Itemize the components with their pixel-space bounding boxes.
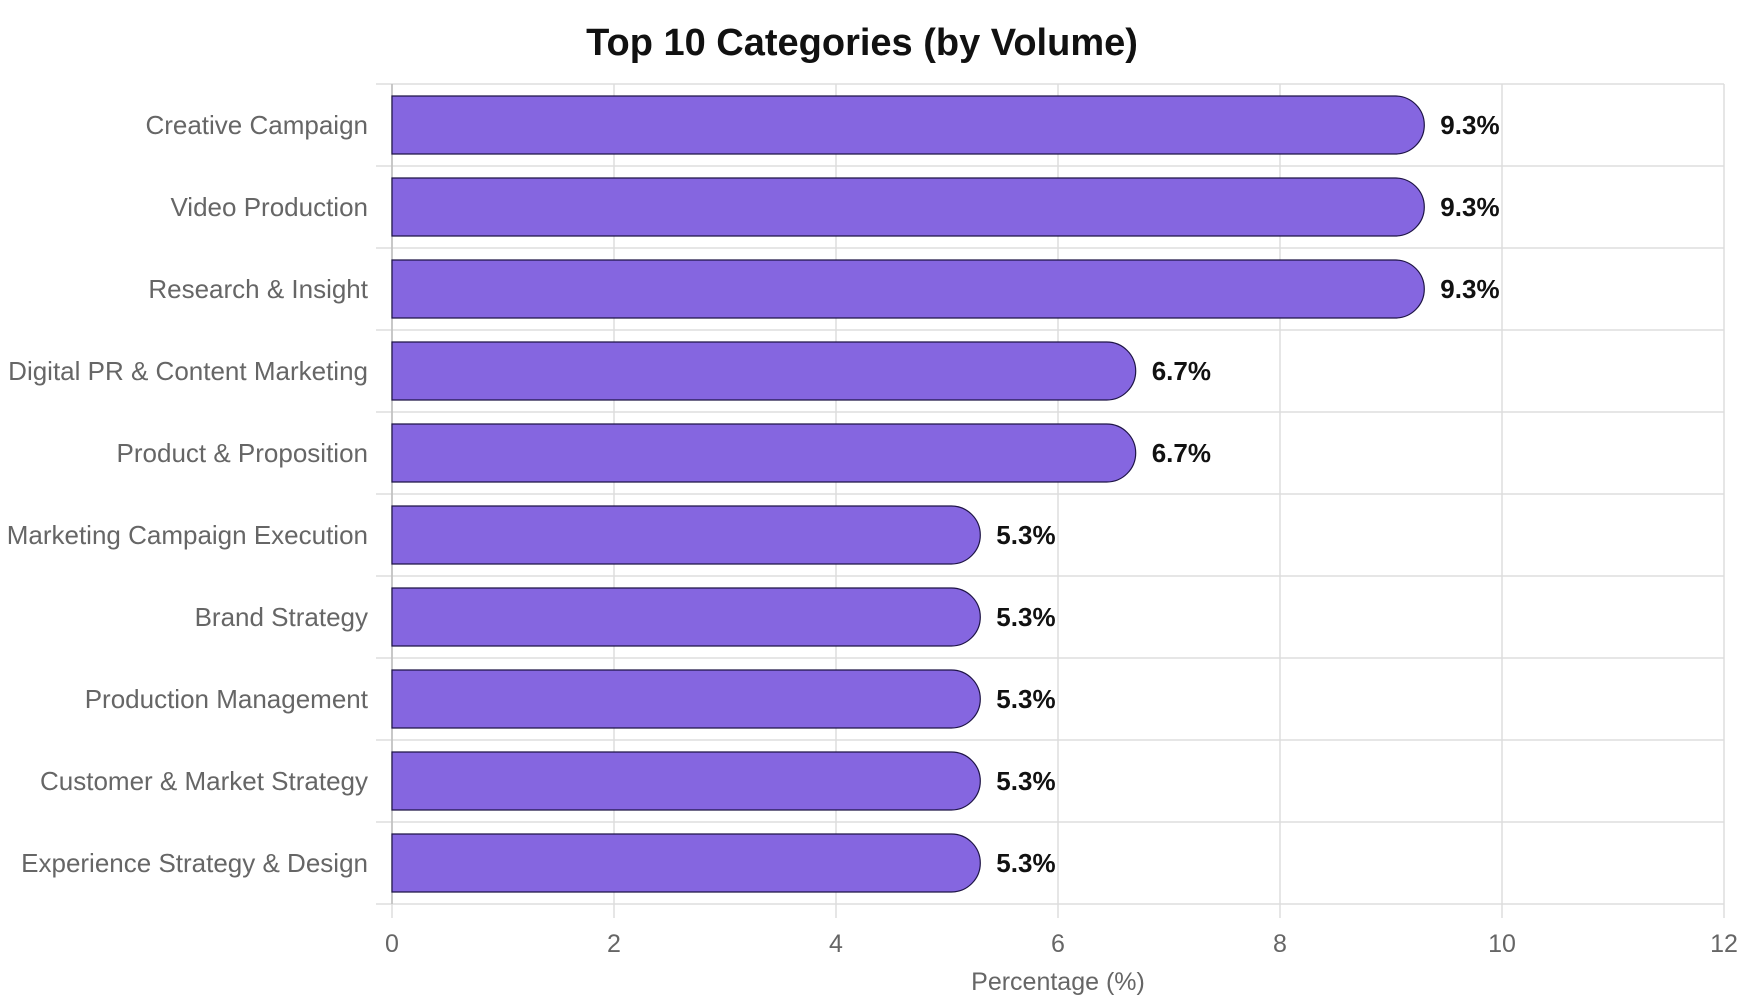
bar — [391, 751, 981, 811]
category-label: Video Production — [170, 192, 368, 222]
data-label: 5.3% — [996, 520, 1055, 550]
x-tick-label: 0 — [385, 930, 399, 958]
data-label: 6.7% — [1152, 356, 1211, 386]
bar — [391, 259, 1425, 319]
category-label: Production Management — [85, 684, 369, 714]
bar — [391, 177, 1425, 237]
x-ticks: 0 2 4 6 8 10 12 — [385, 930, 1738, 958]
category-label: Marketing Campaign Execution — [7, 520, 368, 550]
category-label: Customer & Market Strategy — [40, 766, 368, 796]
category-label: Creative Campaign — [145, 110, 368, 140]
x-tick-label: 12 — [1710, 930, 1738, 958]
bar — [391, 423, 1137, 483]
data-label: 9.3% — [1440, 110, 1499, 140]
x-axis-label: Percentage (%) — [971, 968, 1145, 996]
x-tick-label: 4 — [829, 930, 843, 958]
bar — [391, 833, 981, 893]
data-label: 6.7% — [1152, 438, 1211, 468]
x-tick-label: 8 — [1273, 930, 1287, 958]
category-label: Product & Proposition — [117, 438, 368, 468]
chart-title: Top 10 Categories (by Volume) — [586, 22, 1138, 64]
data-label: 5.3% — [996, 684, 1055, 714]
category-label: Experience Strategy & Design — [21, 848, 368, 878]
bar — [391, 587, 981, 647]
bar — [391, 505, 981, 565]
x-tick-label: 2 — [607, 930, 621, 958]
category-label: Research & Insight — [148, 274, 368, 304]
data-label: 5.3% — [996, 602, 1055, 632]
category-label: Brand Strategy — [195, 602, 368, 632]
data-label: 5.3% — [996, 848, 1055, 878]
bar — [391, 669, 981, 729]
bar — [391, 95, 1425, 155]
category-label: Digital PR & Content Marketing — [8, 356, 368, 386]
data-label: 5.3% — [996, 766, 1055, 796]
bar — [391, 341, 1137, 401]
bars — [391, 95, 1425, 893]
data-labels: 9.3% 9.3% 9.3% 6.7% 6.7% 5.3% 5.3% 5.3% 5.3% 5.3% — [996, 110, 1499, 878]
x-tick-label: 10 — [1488, 930, 1516, 958]
data-label: 9.3% — [1440, 192, 1499, 222]
category-labels: Creative Campaign Video Production Researc… — [7, 110, 369, 878]
data-label: 9.3% — [1440, 274, 1499, 304]
x-tick-label: 6 — [1051, 930, 1065, 958]
